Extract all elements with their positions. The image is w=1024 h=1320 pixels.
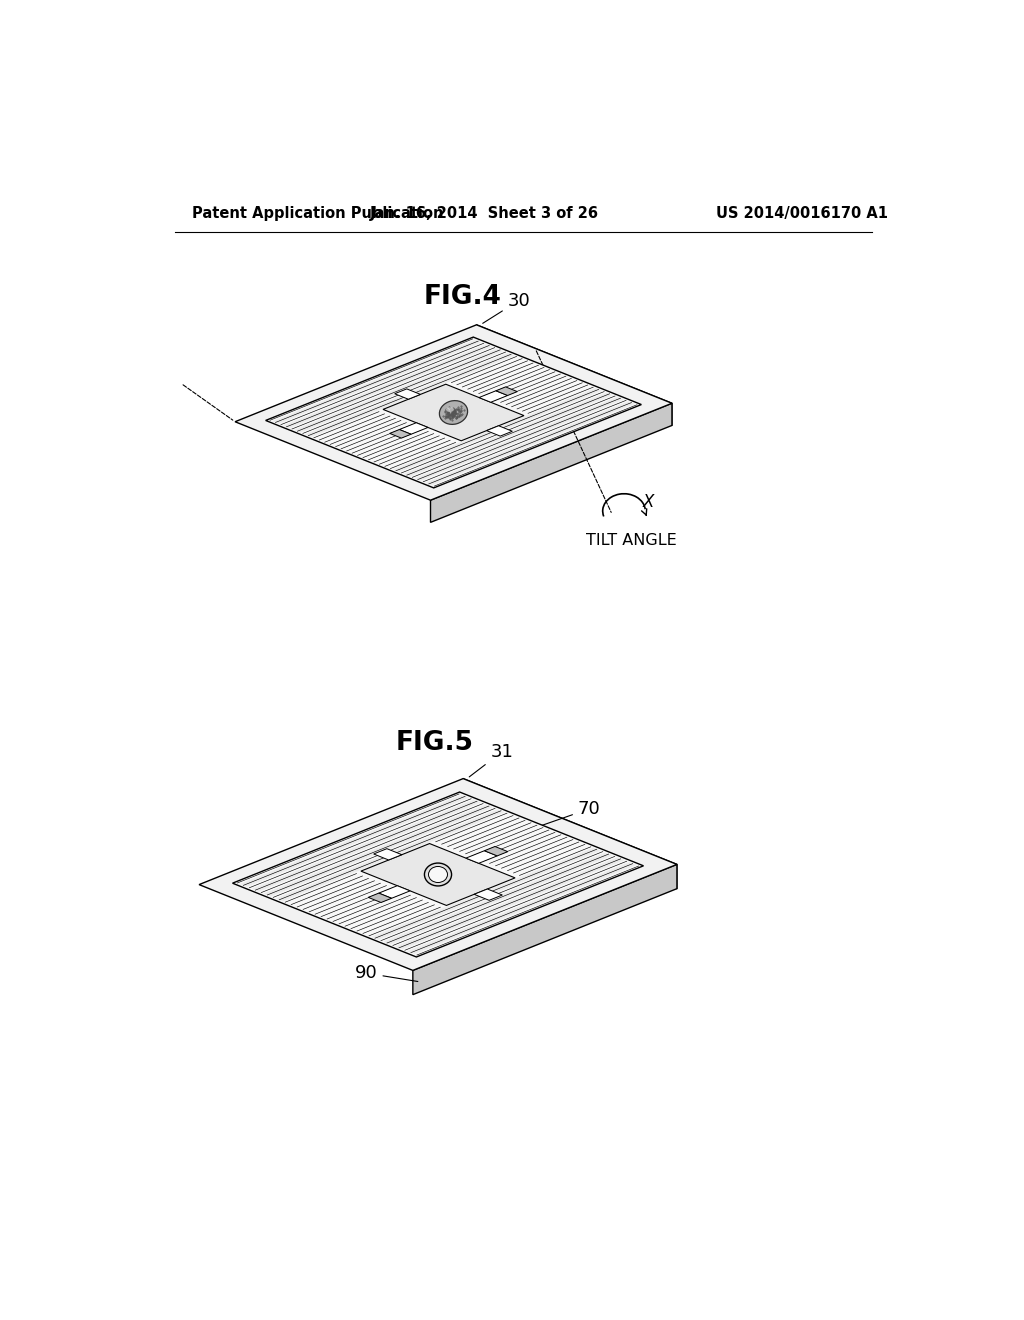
Polygon shape [379, 886, 410, 899]
Polygon shape [272, 339, 481, 424]
Polygon shape [486, 426, 512, 436]
Ellipse shape [439, 400, 468, 425]
Ellipse shape [428, 866, 447, 883]
Ellipse shape [424, 863, 452, 886]
Polygon shape [415, 397, 624, 480]
Polygon shape [408, 862, 636, 954]
Text: FIG.4: FIG.4 [424, 284, 502, 310]
Text: TILT ANGLE: TILT ANGLE [587, 533, 677, 548]
Polygon shape [284, 345, 493, 428]
Polygon shape [394, 389, 421, 399]
Polygon shape [232, 792, 643, 957]
Polygon shape [360, 843, 515, 906]
Text: Patent Application Publication: Patent Application Publication [193, 206, 443, 222]
Text: 30: 30 [482, 292, 530, 323]
Polygon shape [392, 388, 602, 473]
Polygon shape [263, 804, 493, 896]
Polygon shape [369, 894, 391, 903]
Polygon shape [305, 352, 514, 437]
Text: US 2014/0016170 A1: US 2014/0016170 A1 [716, 206, 888, 222]
Polygon shape [390, 429, 411, 438]
Polygon shape [199, 779, 677, 970]
Polygon shape [430, 404, 672, 523]
Polygon shape [236, 325, 672, 500]
Text: X: X [643, 492, 654, 511]
Polygon shape [294, 348, 504, 433]
Text: FIG.5: FIG.5 [395, 730, 473, 756]
Polygon shape [484, 846, 508, 855]
Polygon shape [275, 809, 505, 902]
Text: Jan. 16, 2014  Sheet 3 of 26: Jan. 16, 2014 Sheet 3 of 26 [370, 206, 599, 222]
Polygon shape [466, 850, 498, 863]
Polygon shape [372, 847, 600, 940]
Text: 70: 70 [522, 800, 601, 832]
Polygon shape [496, 387, 517, 396]
Polygon shape [265, 337, 641, 488]
Polygon shape [374, 849, 401, 861]
Polygon shape [476, 325, 672, 425]
Polygon shape [463, 779, 677, 888]
Polygon shape [479, 391, 508, 403]
Polygon shape [240, 795, 469, 887]
Polygon shape [399, 422, 428, 434]
Polygon shape [474, 888, 503, 900]
Polygon shape [395, 858, 625, 949]
Ellipse shape [446, 408, 454, 412]
Polygon shape [413, 865, 677, 995]
Polygon shape [425, 401, 635, 486]
Text: 11: 11 [352, 873, 397, 931]
Text: 90: 90 [354, 964, 418, 982]
Polygon shape [403, 392, 613, 477]
Text: 31: 31 [469, 743, 513, 777]
Polygon shape [252, 800, 480, 891]
Polygon shape [383, 384, 524, 441]
Polygon shape [383, 853, 612, 945]
